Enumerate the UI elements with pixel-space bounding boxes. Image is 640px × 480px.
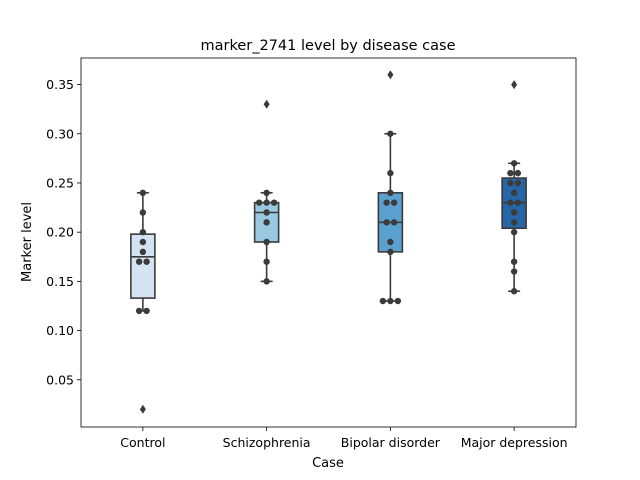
data-point — [510, 228, 518, 236]
data-point — [514, 199, 522, 206]
data-point — [135, 307, 143, 315]
outlier-marker — [263, 99, 270, 109]
data-point — [507, 199, 514, 206]
data-point — [143, 258, 150, 265]
data-point — [510, 160, 518, 167]
data-point — [387, 248, 394, 256]
outlier-marker — [387, 70, 394, 80]
outlier-marker — [511, 80, 518, 90]
data-point — [390, 219, 398, 226]
data-point — [270, 199, 278, 206]
y-tick-label: 0.10 — [46, 323, 74, 338]
data-point — [510, 189, 518, 197]
y-tick-label: 0.05 — [46, 372, 74, 387]
data-point — [135, 258, 143, 265]
data-point — [510, 288, 518, 295]
data-point — [379, 297, 387, 305]
y-tick-label: 0.20 — [46, 225, 74, 240]
data-point — [263, 278, 270, 285]
data-point — [263, 199, 270, 206]
data-point — [263, 219, 270, 226]
data-point — [387, 297, 394, 305]
data-point — [387, 238, 394, 246]
chart-title: marker_2741 level by disease case — [201, 38, 456, 54]
data-point — [514, 169, 522, 177]
data-point — [139, 189, 147, 197]
y-axis-label: Marker level — [20, 202, 35, 282]
x-tick-label: Major depression — [461, 435, 568, 450]
data-point — [510, 268, 518, 275]
x-tick-label: Control — [120, 435, 165, 450]
data-point — [510, 219, 518, 226]
data-point — [514, 179, 522, 187]
data-point — [263, 209, 270, 216]
data-point — [263, 258, 270, 265]
data-point — [387, 169, 394, 177]
data-point — [383, 199, 390, 206]
data-point — [139, 209, 147, 216]
y-tick-label: 0.35 — [46, 77, 74, 92]
y-tick-label: 0.30 — [46, 126, 74, 141]
data-point — [394, 297, 402, 305]
data-point — [383, 219, 390, 226]
data-point — [263, 189, 270, 197]
x-axis-label: Case — [312, 456, 344, 471]
plot-area: 0.05 0.10 0.15 0.20 0.25 0.30 0.35 Control Schiz… — [46, 57, 577, 450]
data-point — [510, 258, 518, 265]
data-point — [139, 238, 147, 246]
axes-frame — [80, 57, 577, 428]
data-point — [139, 228, 147, 236]
data-point — [390, 199, 398, 206]
data-point — [139, 248, 147, 256]
y-tick-label: 0.15 — [46, 274, 74, 289]
x-tick-label: Bipolar disorder — [341, 435, 441, 450]
data-point — [255, 199, 263, 206]
data-point — [387, 189, 394, 197]
data-point — [510, 209, 518, 216]
y-tick-label: 0.25 — [46, 175, 74, 190]
data-point — [263, 238, 270, 246]
data-point — [387, 130, 394, 137]
data-point — [143, 307, 150, 315]
outlier-marker — [139, 404, 146, 414]
data-point — [507, 179, 514, 187]
data-point — [507, 169, 514, 177]
x-tick-label: Schizophrenia — [223, 435, 311, 450]
